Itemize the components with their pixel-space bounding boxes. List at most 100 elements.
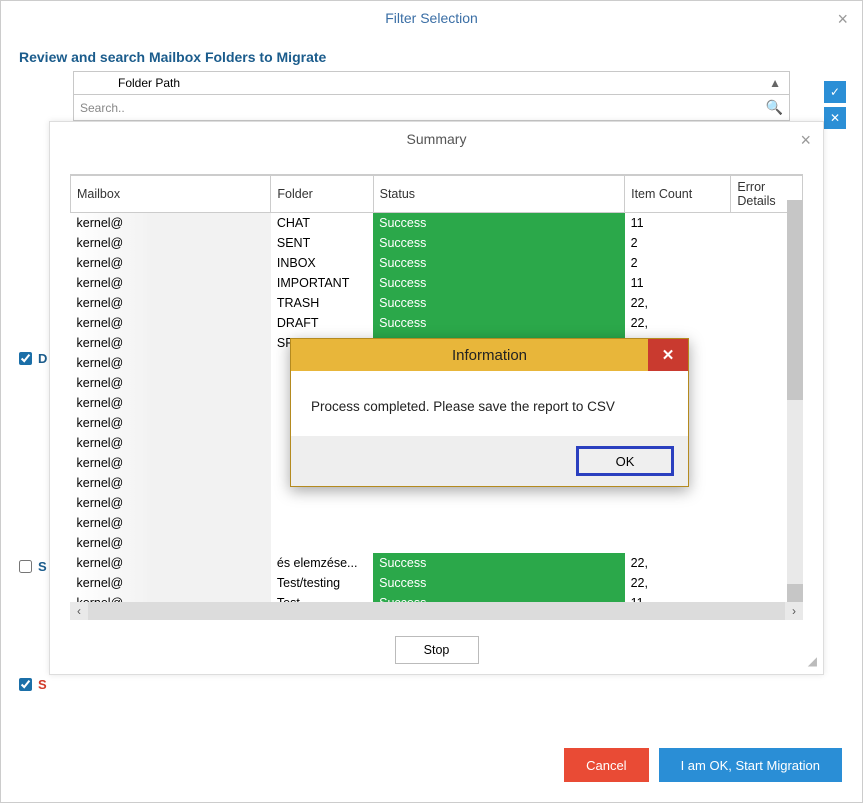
checkbox-skip[interactable]: S bbox=[19, 677, 47, 692]
count-cell: 22, bbox=[625, 573, 731, 593]
status-cell: Success bbox=[373, 573, 624, 593]
check-all-icon[interactable]: ✓ bbox=[824, 81, 846, 103]
resize-grip-icon[interactable]: ◢ bbox=[808, 654, 817, 668]
folder-path-label: Folder Path bbox=[118, 76, 180, 90]
summary-title: Summary bbox=[407, 131, 467, 147]
search-input[interactable]: Search.. 🔍 bbox=[73, 95, 790, 121]
folder-cell bbox=[271, 533, 373, 553]
horizontal-scrollbar[interactable]: ‹ › bbox=[70, 602, 803, 620]
ok-button[interactable]: OK bbox=[576, 446, 674, 476]
column-header[interactable]: Mailbox bbox=[71, 176, 271, 213]
folder-path-column-header[interactable]: Folder Path ▲ bbox=[73, 71, 790, 95]
column-header[interactable]: Item Count bbox=[625, 176, 731, 213]
mailbox-cell: kernel@ bbox=[71, 273, 271, 293]
review-header: Review and search Mailbox Folders to Mig… bbox=[1, 35, 862, 71]
status-cell: Success bbox=[373, 213, 624, 233]
folder-cell: Test bbox=[271, 593, 373, 603]
status-cell bbox=[373, 513, 624, 533]
status-cell: Success bbox=[373, 293, 624, 313]
chevron-right-icon[interactable]: › bbox=[785, 604, 803, 618]
table-row: kernel@CHATSuccess11 bbox=[71, 213, 803, 233]
count-cell: 11 bbox=[625, 213, 731, 233]
table-row: kernel@és elemzése...Success22, bbox=[71, 553, 803, 573]
checkbox-s-input[interactable] bbox=[19, 560, 32, 573]
table-row: kernel@IMPORTANTSuccess11 bbox=[71, 273, 803, 293]
mailbox-cell: kernel@ bbox=[71, 353, 271, 373]
status-cell bbox=[373, 493, 624, 513]
count-cell bbox=[625, 493, 731, 513]
stop-button[interactable]: Stop bbox=[395, 636, 479, 664]
mailbox-cell: kernel@ bbox=[71, 253, 271, 273]
count-cell: 22, bbox=[625, 313, 731, 333]
checkbox-skip-label: S bbox=[38, 677, 47, 692]
folder-cell bbox=[271, 513, 373, 533]
table-row: kernel@ bbox=[71, 493, 803, 513]
table-row: kernel@DRAFTSuccess22, bbox=[71, 313, 803, 333]
start-migration-button[interactable]: I am OK, Start Migration bbox=[659, 748, 842, 782]
mailbox-cell: kernel@ bbox=[71, 513, 271, 533]
mailbox-cell: kernel@ bbox=[71, 593, 271, 603]
folder-cell: és elemzése... bbox=[271, 553, 373, 573]
mailbox-cell: kernel@ bbox=[71, 333, 271, 353]
column-header[interactable]: Folder bbox=[271, 176, 373, 213]
status-cell: Success bbox=[373, 233, 624, 253]
mailbox-cell: kernel@ bbox=[71, 473, 271, 493]
scrollbar-thumb[interactable] bbox=[787, 584, 803, 602]
folder-cell: Test/testing bbox=[271, 573, 373, 593]
mailbox-cell: kernel@ bbox=[71, 453, 271, 473]
folder-cell: CHAT bbox=[271, 213, 373, 233]
checkbox-skip-input[interactable] bbox=[19, 678, 32, 691]
chevron-left-icon[interactable]: ‹ bbox=[70, 604, 88, 618]
scrollbar-thumb[interactable] bbox=[787, 200, 803, 400]
folder-cell: INBOX bbox=[271, 253, 373, 273]
mailbox-cell: kernel@ bbox=[71, 533, 271, 553]
cancel-button[interactable]: Cancel bbox=[564, 748, 648, 782]
mailbox-cell: kernel@ bbox=[71, 413, 271, 433]
information-title-bar: Information ✕ bbox=[291, 339, 688, 371]
information-message: Process completed. Please save the repor… bbox=[291, 371, 688, 436]
folder-cell: TRASH bbox=[271, 293, 373, 313]
status-cell: Success bbox=[373, 313, 624, 333]
selection-side-buttons: ✓ ✕ bbox=[824, 81, 846, 129]
mailbox-cell: kernel@ bbox=[71, 433, 271, 453]
footer-buttons: Cancel I am OK, Start Migration bbox=[564, 748, 842, 782]
uncheck-all-icon[interactable]: ✕ bbox=[824, 107, 846, 129]
table-row: kernel@TestSuccess11 bbox=[71, 593, 803, 603]
count-cell: 22, bbox=[625, 553, 731, 573]
information-dialog: Information ✕ Process completed. Please … bbox=[290, 338, 689, 487]
checkbox-s-label: S bbox=[38, 559, 47, 574]
scrollbar-track[interactable] bbox=[88, 602, 785, 620]
folder-cell: DRAFT bbox=[271, 313, 373, 333]
mailbox-cell: kernel@ bbox=[71, 493, 271, 513]
checkbox-d-label: D bbox=[38, 351, 47, 366]
count-cell: 22, bbox=[625, 293, 731, 313]
column-header[interactable]: Status bbox=[373, 176, 624, 213]
table-row: kernel@ bbox=[71, 513, 803, 533]
checkbox-d-input[interactable] bbox=[19, 352, 32, 365]
vertical-scrollbar[interactable] bbox=[787, 200, 803, 602]
information-title: Information bbox=[452, 347, 527, 364]
table-row: kernel@Test/testingSuccess22, bbox=[71, 573, 803, 593]
mailbox-cell: kernel@ bbox=[71, 233, 271, 253]
count-cell: 11 bbox=[625, 273, 731, 293]
close-icon[interactable]: ✕ bbox=[648, 339, 688, 371]
status-cell: Success bbox=[373, 253, 624, 273]
count-cell: 2 bbox=[625, 253, 731, 273]
count-cell: 2 bbox=[625, 233, 731, 253]
status-cell: Success bbox=[373, 553, 624, 573]
table-row: kernel@TRASHSuccess22, bbox=[71, 293, 803, 313]
chevron-up-icon[interactable]: ▲ bbox=[769, 76, 781, 90]
checkbox-d[interactable]: D bbox=[19, 351, 47, 366]
mailbox-cell: kernel@ bbox=[71, 373, 271, 393]
search-icon[interactable]: 🔍 bbox=[766, 99, 783, 116]
checkbox-s[interactable]: S bbox=[19, 559, 47, 574]
filter-title-bar: Filter Selection × bbox=[1, 1, 862, 35]
mailbox-cell: kernel@ bbox=[71, 393, 271, 413]
mailbox-cell: kernel@ bbox=[71, 313, 271, 333]
status-cell bbox=[373, 533, 624, 553]
count-cell: 11 bbox=[625, 593, 731, 603]
folder-cell: SENT bbox=[271, 233, 373, 253]
stop-row: Stop bbox=[50, 636, 823, 664]
close-icon[interactable]: × bbox=[837, 9, 848, 30]
close-icon[interactable]: × bbox=[800, 130, 811, 151]
